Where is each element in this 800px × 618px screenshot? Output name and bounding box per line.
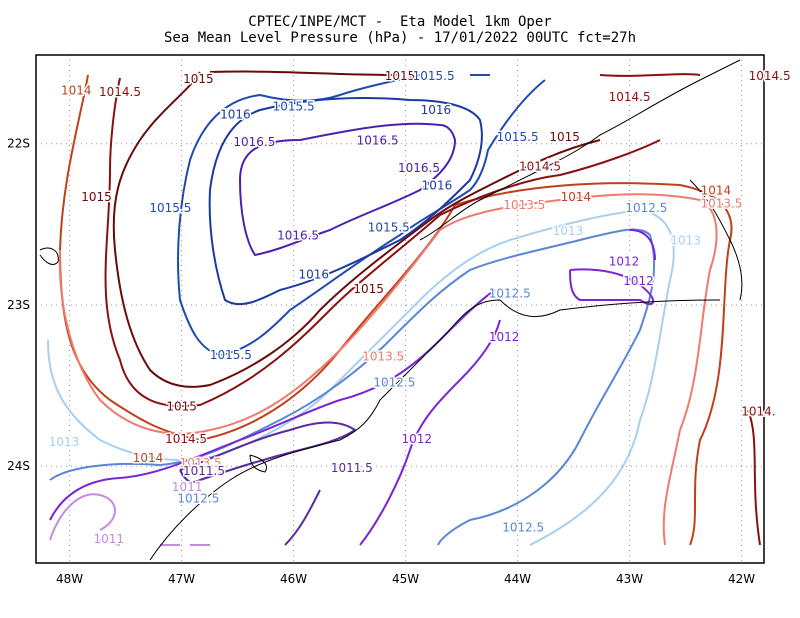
isobar-label: 1012.5 — [625, 201, 667, 215]
isobar-label: 1014.5 — [165, 432, 207, 446]
isobar-label: 1011 — [172, 480, 203, 494]
plot-frame — [35, 54, 765, 564]
isobar-label: 1014 — [133, 451, 164, 465]
isobar-label: 1013.5 — [362, 350, 404, 364]
isobar-label: 1011.5 — [331, 461, 373, 475]
isobar-label: 1013.5 — [180, 456, 222, 470]
isobar-label: 1015 — [183, 72, 214, 86]
isobar-1013 — [47, 208, 675, 546]
isobar-1015 — [112, 70, 601, 388]
isobar-1014-5 — [104, 73, 761, 546]
lon-tick-label: 46W — [280, 572, 307, 586]
isobar-1016-5 — [238, 122, 457, 257]
lon-tick-label: 45W — [392, 572, 419, 586]
isobar-label: 1014.5 — [519, 159, 561, 173]
isobar-label: 1014 — [61, 83, 92, 97]
isobar-label: 1015.5 — [413, 69, 455, 83]
isobar-label: 1014.5 — [99, 85, 141, 99]
isobar-label: 1012.5 — [489, 287, 531, 301]
isobar-label: 1015.5 — [210, 348, 252, 362]
isobar-label: 1012.5 — [177, 491, 219, 505]
isobar-label: 1014.5 — [749, 69, 791, 83]
isobar-label: 1013 — [49, 435, 80, 449]
isobar-label: 1011.5 — [183, 464, 225, 478]
isobar-label: 1015 — [166, 400, 197, 414]
isobar-label: 1013.5 — [700, 196, 742, 210]
coastline — [39, 59, 743, 561]
axis-ticks: 48W 47W 46W 45W 44W 43W 42W 22S 23S 24S — [7, 137, 755, 586]
isobar-label: 1013 — [670, 233, 701, 247]
isobar-label: 1011 — [94, 532, 125, 546]
isobar-label: 1016 — [220, 108, 251, 122]
isobar-1012 — [49, 229, 656, 546]
isobar-label: 1012 — [489, 330, 520, 344]
map-subtitle: Sea Mean Level Pressure (hPa) - 17/01/20… — [163, 30, 636, 46]
isobar-label: 1015 — [81, 190, 112, 204]
lon-tick-label: 44W — [504, 572, 531, 586]
isobar-1015-5 — [177, 74, 546, 357]
isobar-label: 1014. — [741, 404, 775, 418]
isobar-1012-5 — [49, 228, 656, 546]
isobar-label: 1016.5 — [357, 133, 399, 147]
isobar-label: 1013 — [553, 224, 584, 238]
isobar-label: 1015 — [353, 282, 384, 296]
isobar-label: 1016 — [421, 103, 452, 117]
lat-tick-label: 24S — [7, 459, 30, 473]
isobar-label: 1013.5 — [503, 198, 545, 212]
lon-tick-label: 42W — [728, 572, 755, 586]
isobar-label: 1015.5 — [368, 221, 410, 235]
isobar-label: 1014.5 — [609, 90, 651, 104]
lat-tick-label: 22S — [7, 137, 30, 151]
isobar-1011-5 — [179, 421, 357, 546]
isobar-1011 — [49, 493, 210, 546]
isobar-label: 1012 — [402, 432, 433, 446]
isobar-label: 1015.5 — [149, 201, 191, 215]
isobar-1016 — [208, 97, 483, 306]
lon-tick-label: 48W — [56, 572, 83, 586]
lon-tick-label: 47W — [168, 572, 195, 586]
isobar-label: 1016.5 — [233, 135, 275, 149]
isobar-label: 1012 — [623, 274, 654, 288]
map-title: CPTEC/INPE/MCT - Eta Model 1km Oper — [248, 14, 552, 30]
isobar-label: 1016 — [298, 267, 329, 281]
isobar-label: 1012 — [609, 254, 640, 268]
isobar-label: 1014 — [561, 190, 592, 204]
isobar-1013-5 — [58, 193, 718, 546]
lat-tick-label: 23S — [7, 298, 30, 312]
isobar-label: 1016.5 — [398, 161, 440, 175]
isobar-lines — [47, 70, 761, 546]
isobar-label: 1012.5 — [502, 521, 544, 535]
isobar-label: 1016.5 — [277, 229, 319, 243]
isobar-label: 1012.5 — [373, 375, 415, 389]
lon-tick-label: 43W — [616, 572, 643, 586]
isobar-label: 1015 — [549, 130, 580, 144]
isobar-label: 1015 — [385, 69, 416, 83]
isobar-label: 1014 — [701, 183, 732, 197]
isobar-label: 1015.5 — [273, 100, 315, 114]
isobar-label: 1016 — [422, 179, 453, 193]
isobar-label: 1015.5 — [497, 130, 539, 144]
